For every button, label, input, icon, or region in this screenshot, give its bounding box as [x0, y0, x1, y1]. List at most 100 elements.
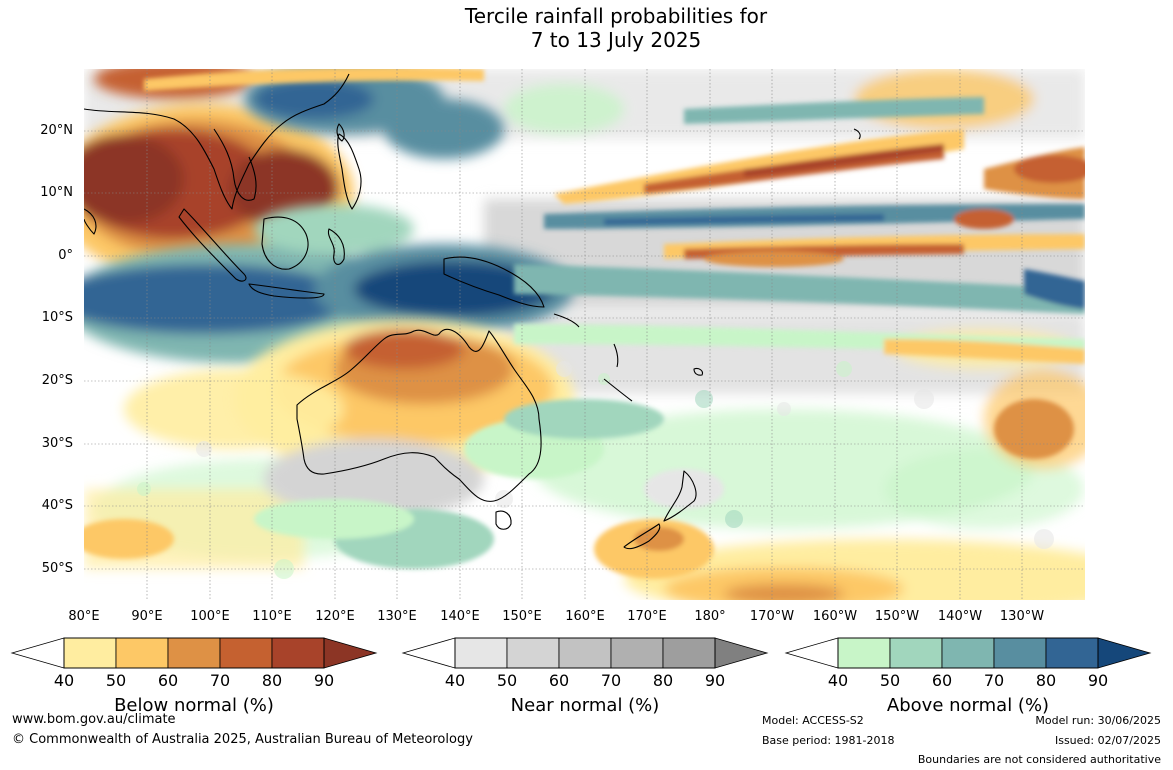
colorbar-above-swatch-40-50 [837, 637, 891, 669]
lon-label-170w: 170°W [749, 609, 795, 624]
coast-nz-north [663, 470, 697, 522]
below-tick-80: 80 [261, 671, 283, 690]
colorbar-above-swatch-80-90 [1045, 637, 1099, 669]
graticule [84, 69, 1085, 600]
colorbar-near-swatch-60-70 [558, 637, 612, 669]
footer-issued: Issued: 02/07/2025 [1054, 734, 1161, 747]
lon-label-110e: 110°E [252, 609, 292, 624]
footer-copyright: © Commonwealth of Australia 2025, Austra… [12, 732, 473, 747]
below-tick-50: 50 [105, 671, 127, 690]
coast-fiji [693, 367, 703, 376]
lat-label-40s: 40°S [41, 498, 73, 513]
colorbar-below-max-arrow [323, 637, 378, 669]
colorbar-below-swatch-80-90 [271, 637, 325, 669]
footer-disclaimer: Boundaries are not considered authoritat… [917, 753, 1161, 766]
coast-solomons [553, 313, 580, 328]
legend-above-normal: 40 50 60 70 80 90 Above normal (%) [784, 636, 1152, 716]
above-tick-40: 40 [827, 671, 849, 690]
near-tick-70: 70 [600, 671, 622, 690]
legend-below-normal: 40 50 60 70 80 90 Below normal (%) [10, 636, 378, 716]
coast-hawaii [853, 128, 861, 140]
colorbar-near-swatch-40-50 [454, 637, 508, 669]
lon-label-160w: 160°W [812, 609, 858, 624]
lat-label-0: 0° [58, 248, 73, 263]
lat-label-10n: 10°N [40, 185, 73, 200]
coast-indochina [213, 128, 257, 201]
coast-philippines [337, 133, 362, 210]
colorbar-above-swatch-70-80 [993, 637, 1047, 669]
coast-java [248, 283, 325, 299]
map-title-line1: Tercile rainfall probabilities for [464, 4, 768, 28]
coast-mainland-asia [84, 73, 350, 210]
lon-label-180: 180° [694, 609, 726, 624]
lon-label-150e: 150°E [502, 609, 542, 624]
lat-label-50s: 50°S [41, 561, 73, 576]
coast-nz-south [623, 523, 661, 550]
coast-australia [296, 328, 542, 502]
lat-label-20s: 20°S [41, 373, 73, 388]
near-tick-90: 90 [704, 671, 726, 690]
coast-india-tip [84, 208, 97, 235]
footer-website: www.bom.gov.au/climate [12, 712, 176, 727]
colorbar-below-swatch-50-60 [115, 637, 169, 669]
colorbar-above [784, 637, 1152, 669]
footer-model: Model: ACCESS-S2 [762, 714, 864, 727]
colorbar-near-swatch-50-60 [506, 637, 560, 669]
legend-near-normal: 40 50 60 70 80 90 Near normal (%) [401, 636, 769, 716]
footer-model-run: Model run: 30/06/2025 [1035, 714, 1161, 727]
colorbar-above-max-arrow [1097, 637, 1152, 669]
colorbar-below-swatch-40-50 [63, 637, 117, 669]
colorbar-below-min-arrow [10, 637, 65, 669]
lon-label-120e: 120°E [315, 609, 355, 624]
southern-ocean-patches [84, 399, 1074, 579]
below-tick-40: 40 [53, 671, 75, 690]
map-canvas [84, 69, 1085, 600]
pacific-bands [144, 69, 1085, 364]
map-title-line2: 7 to 13 July 2025 [530, 28, 702, 52]
above-tick-80: 80 [1035, 671, 1057, 690]
above-tick-50: 50 [879, 671, 901, 690]
coastlines [84, 73, 861, 550]
colorbar-below-swatch-70-80 [219, 637, 273, 669]
below-tick-60: 60 [157, 671, 179, 690]
lon-label-100e: 100°E [190, 609, 230, 624]
lat-label-30s: 30°S [41, 436, 73, 451]
near-tick-60: 60 [548, 671, 570, 690]
below-tick-90: 90 [313, 671, 335, 690]
colorbar-below-swatch-60-70 [167, 637, 221, 669]
legend-below-title: Below normal (%) [114, 695, 274, 716]
texture-speckle [137, 361, 1054, 579]
lon-label-80e: 80°E [68, 609, 100, 624]
coast-vanuatu [613, 343, 619, 368]
coast-new-caledonia [603, 378, 633, 402]
lon-label-150w: 150°W [874, 609, 920, 624]
legend-near-title: Near normal (%) [510, 695, 660, 716]
coast-sumatra [178, 208, 247, 282]
probability-map [84, 69, 1085, 600]
lon-label-160e: 160°E [565, 609, 605, 624]
colorbar-near [401, 637, 769, 669]
coast-tasmania [495, 510, 512, 530]
near-tick-50: 50 [496, 671, 518, 690]
lon-label-170e: 170°E [627, 609, 667, 624]
legend-above-title: Above normal (%) [886, 695, 1050, 716]
above-tick-70: 70 [983, 671, 1005, 690]
colorbar-above-swatch-60-70 [941, 637, 995, 669]
lon-label-130e: 130°E [377, 609, 417, 624]
colorbar-above-swatch-50-60 [889, 637, 943, 669]
above-tick-60: 60 [931, 671, 953, 690]
above-tick-90: 90 [1087, 671, 1109, 690]
colorbar-near-max-arrow [714, 637, 769, 669]
lon-label-90e: 90°E [131, 609, 163, 624]
lat-label-10s: 10°S [41, 310, 73, 325]
coast-sulawesi [327, 228, 345, 265]
colorbar-below [10, 637, 378, 669]
map-title: Tercile rainfall probabilities for 7 to … [0, 4, 1173, 52]
lon-label-140w: 140°W [937, 609, 983, 624]
coast-borneo [261, 216, 309, 270]
lon-label-130w: 130°W [999, 609, 1045, 624]
near-tick-80: 80 [652, 671, 674, 690]
coast-new-guinea [443, 256, 545, 308]
colorbar-near-swatch-80-90 [662, 637, 716, 669]
near-tick-40: 40 [444, 671, 466, 690]
